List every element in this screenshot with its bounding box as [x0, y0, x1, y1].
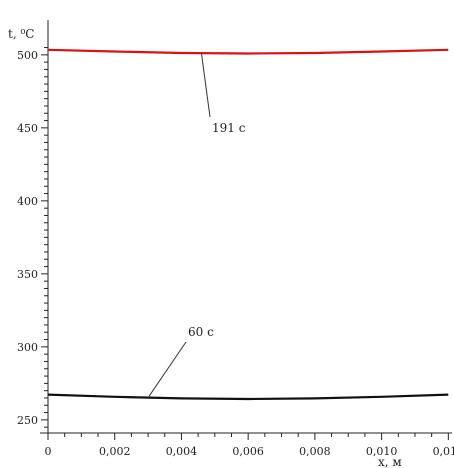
annotation-label: 60 c: [188, 325, 214, 339]
y-tick-label: 350: [17, 268, 38, 281]
y-tick-label: 500: [17, 49, 38, 62]
annotation-label: 191 c: [212, 121, 246, 135]
x-tick-label: 0,004: [166, 445, 198, 458]
series-layer: [47, 48, 449, 401]
series-line-1: [47, 393, 449, 401]
annotation-leader-line: [200, 53, 211, 118]
y-tick-label: 300: [17, 341, 38, 354]
x-tick-label: 0: [45, 445, 52, 458]
y-ticks: 250 300 350 400 450 500: [17, 47, 48, 428]
series-line-0: [47, 48, 449, 55]
y-axis-title: t, ⁰C: [8, 27, 34, 41]
axes: [40, 20, 452, 440]
y-tick-label: 400: [17, 195, 38, 208]
x-tick-label: 0,012: [433, 445, 454, 458]
x-axis-title: x, м: [378, 455, 402, 468]
annotation-leader-line: [147, 341, 187, 398]
x-tick-label: 0,006: [232, 445, 264, 458]
x-ticks: 0 0,002 0,004 0,006 0,008 0,010 0,012: [45, 433, 454, 458]
annotation-layer: 191 c 60 c: [147, 53, 246, 398]
x-tick-label: 0,008: [299, 445, 331, 458]
x-tick-label: 0,002: [99, 445, 131, 458]
y-tick-label: 450: [17, 122, 38, 135]
x-tick-label: 0,010: [366, 445, 398, 458]
y-tick-label: 250: [17, 414, 38, 427]
